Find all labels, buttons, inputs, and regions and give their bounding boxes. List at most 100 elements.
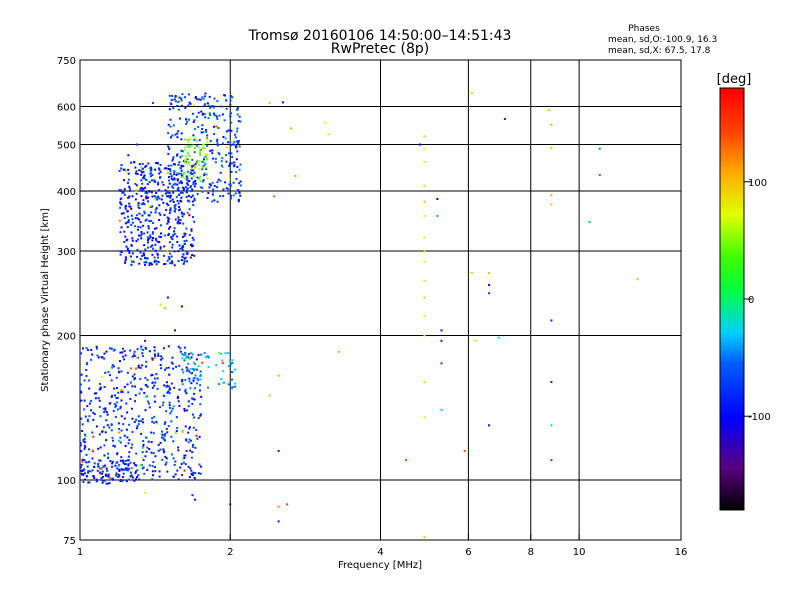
data-point (236, 108, 239, 111)
data-point (206, 134, 209, 137)
data-point (202, 97, 205, 100)
data-point (108, 347, 111, 350)
data-point (116, 401, 119, 404)
data-point (88, 481, 91, 484)
data-point (488, 292, 491, 295)
data-point (155, 260, 158, 263)
data-point (202, 179, 205, 182)
colorbar-tick-label: -100 (748, 412, 771, 423)
data-point (144, 178, 147, 181)
data-point (127, 459, 130, 462)
data-point (107, 370, 110, 373)
data-point (209, 149, 212, 152)
data-point (230, 121, 233, 124)
data-point (99, 446, 102, 449)
data-point (123, 188, 126, 191)
data-point (237, 140, 240, 143)
data-point (137, 356, 140, 359)
data-point (144, 376, 147, 379)
data-point (164, 463, 167, 466)
data-point (213, 114, 216, 117)
data-point (204, 153, 207, 156)
data-point (171, 453, 174, 456)
data-point (83, 468, 86, 471)
data-point (163, 167, 166, 170)
data-point (83, 459, 86, 462)
data-point (165, 167, 168, 170)
data-point (227, 192, 230, 195)
data-point (172, 183, 175, 186)
data-point (122, 212, 125, 215)
data-point (215, 125, 218, 128)
x-axis-label: Frequency [MHz] (338, 560, 422, 571)
data-point (146, 236, 149, 239)
data-point (185, 227, 188, 230)
data-point (151, 232, 154, 235)
data-point (172, 186, 175, 189)
data-point (170, 435, 173, 438)
data-point (191, 112, 194, 115)
data-point (168, 192, 171, 195)
data-point (185, 188, 188, 191)
data-point (98, 388, 101, 391)
data-point (228, 183, 231, 186)
data-point (189, 145, 192, 148)
data-point (182, 461, 185, 464)
data-point (191, 144, 194, 147)
data-point (142, 176, 145, 179)
data-point (171, 362, 174, 365)
data-point (213, 133, 216, 136)
data-point (440, 408, 443, 411)
data-point (216, 200, 219, 203)
data-point (167, 123, 170, 126)
data-point (95, 478, 98, 481)
data-point (160, 367, 163, 370)
data-point (121, 469, 124, 472)
x-tick-label: 10 (573, 547, 586, 558)
data-point (199, 175, 202, 178)
data-point (497, 336, 500, 339)
data-point (134, 217, 137, 220)
data-point (83, 433, 86, 436)
data-point (90, 348, 93, 351)
data-point (101, 470, 104, 473)
data-point (159, 224, 162, 227)
data-point (135, 189, 138, 192)
data-point (138, 169, 141, 172)
data-point (550, 146, 553, 149)
data-point (196, 176, 199, 179)
data-point (178, 181, 181, 184)
data-point (210, 105, 213, 108)
data-point (192, 474, 195, 477)
data-point (423, 200, 426, 203)
data-point (150, 431, 153, 434)
data-point (145, 450, 148, 453)
data-point (184, 177, 187, 180)
data-point (164, 262, 167, 265)
data-point (197, 365, 200, 368)
data-point (155, 196, 158, 199)
data-point (186, 409, 189, 412)
data-point (112, 444, 115, 447)
data-point (120, 370, 123, 373)
data-point (116, 396, 119, 399)
data-point (136, 217, 139, 220)
data-point (195, 382, 198, 385)
data-point (193, 151, 196, 154)
data-point (203, 156, 206, 159)
data-point (105, 410, 108, 413)
data-point (181, 473, 184, 476)
data-point (423, 416, 426, 419)
data-point (171, 262, 174, 265)
data-point (488, 271, 491, 274)
data-point (237, 142, 240, 145)
data-point (201, 96, 204, 99)
data-point (166, 431, 169, 434)
data-point (119, 459, 122, 462)
data-point (172, 107, 175, 110)
data-point (200, 110, 203, 113)
data-point (141, 254, 144, 257)
data-point (158, 470, 161, 473)
data-point (151, 253, 154, 256)
data-point (163, 395, 166, 398)
